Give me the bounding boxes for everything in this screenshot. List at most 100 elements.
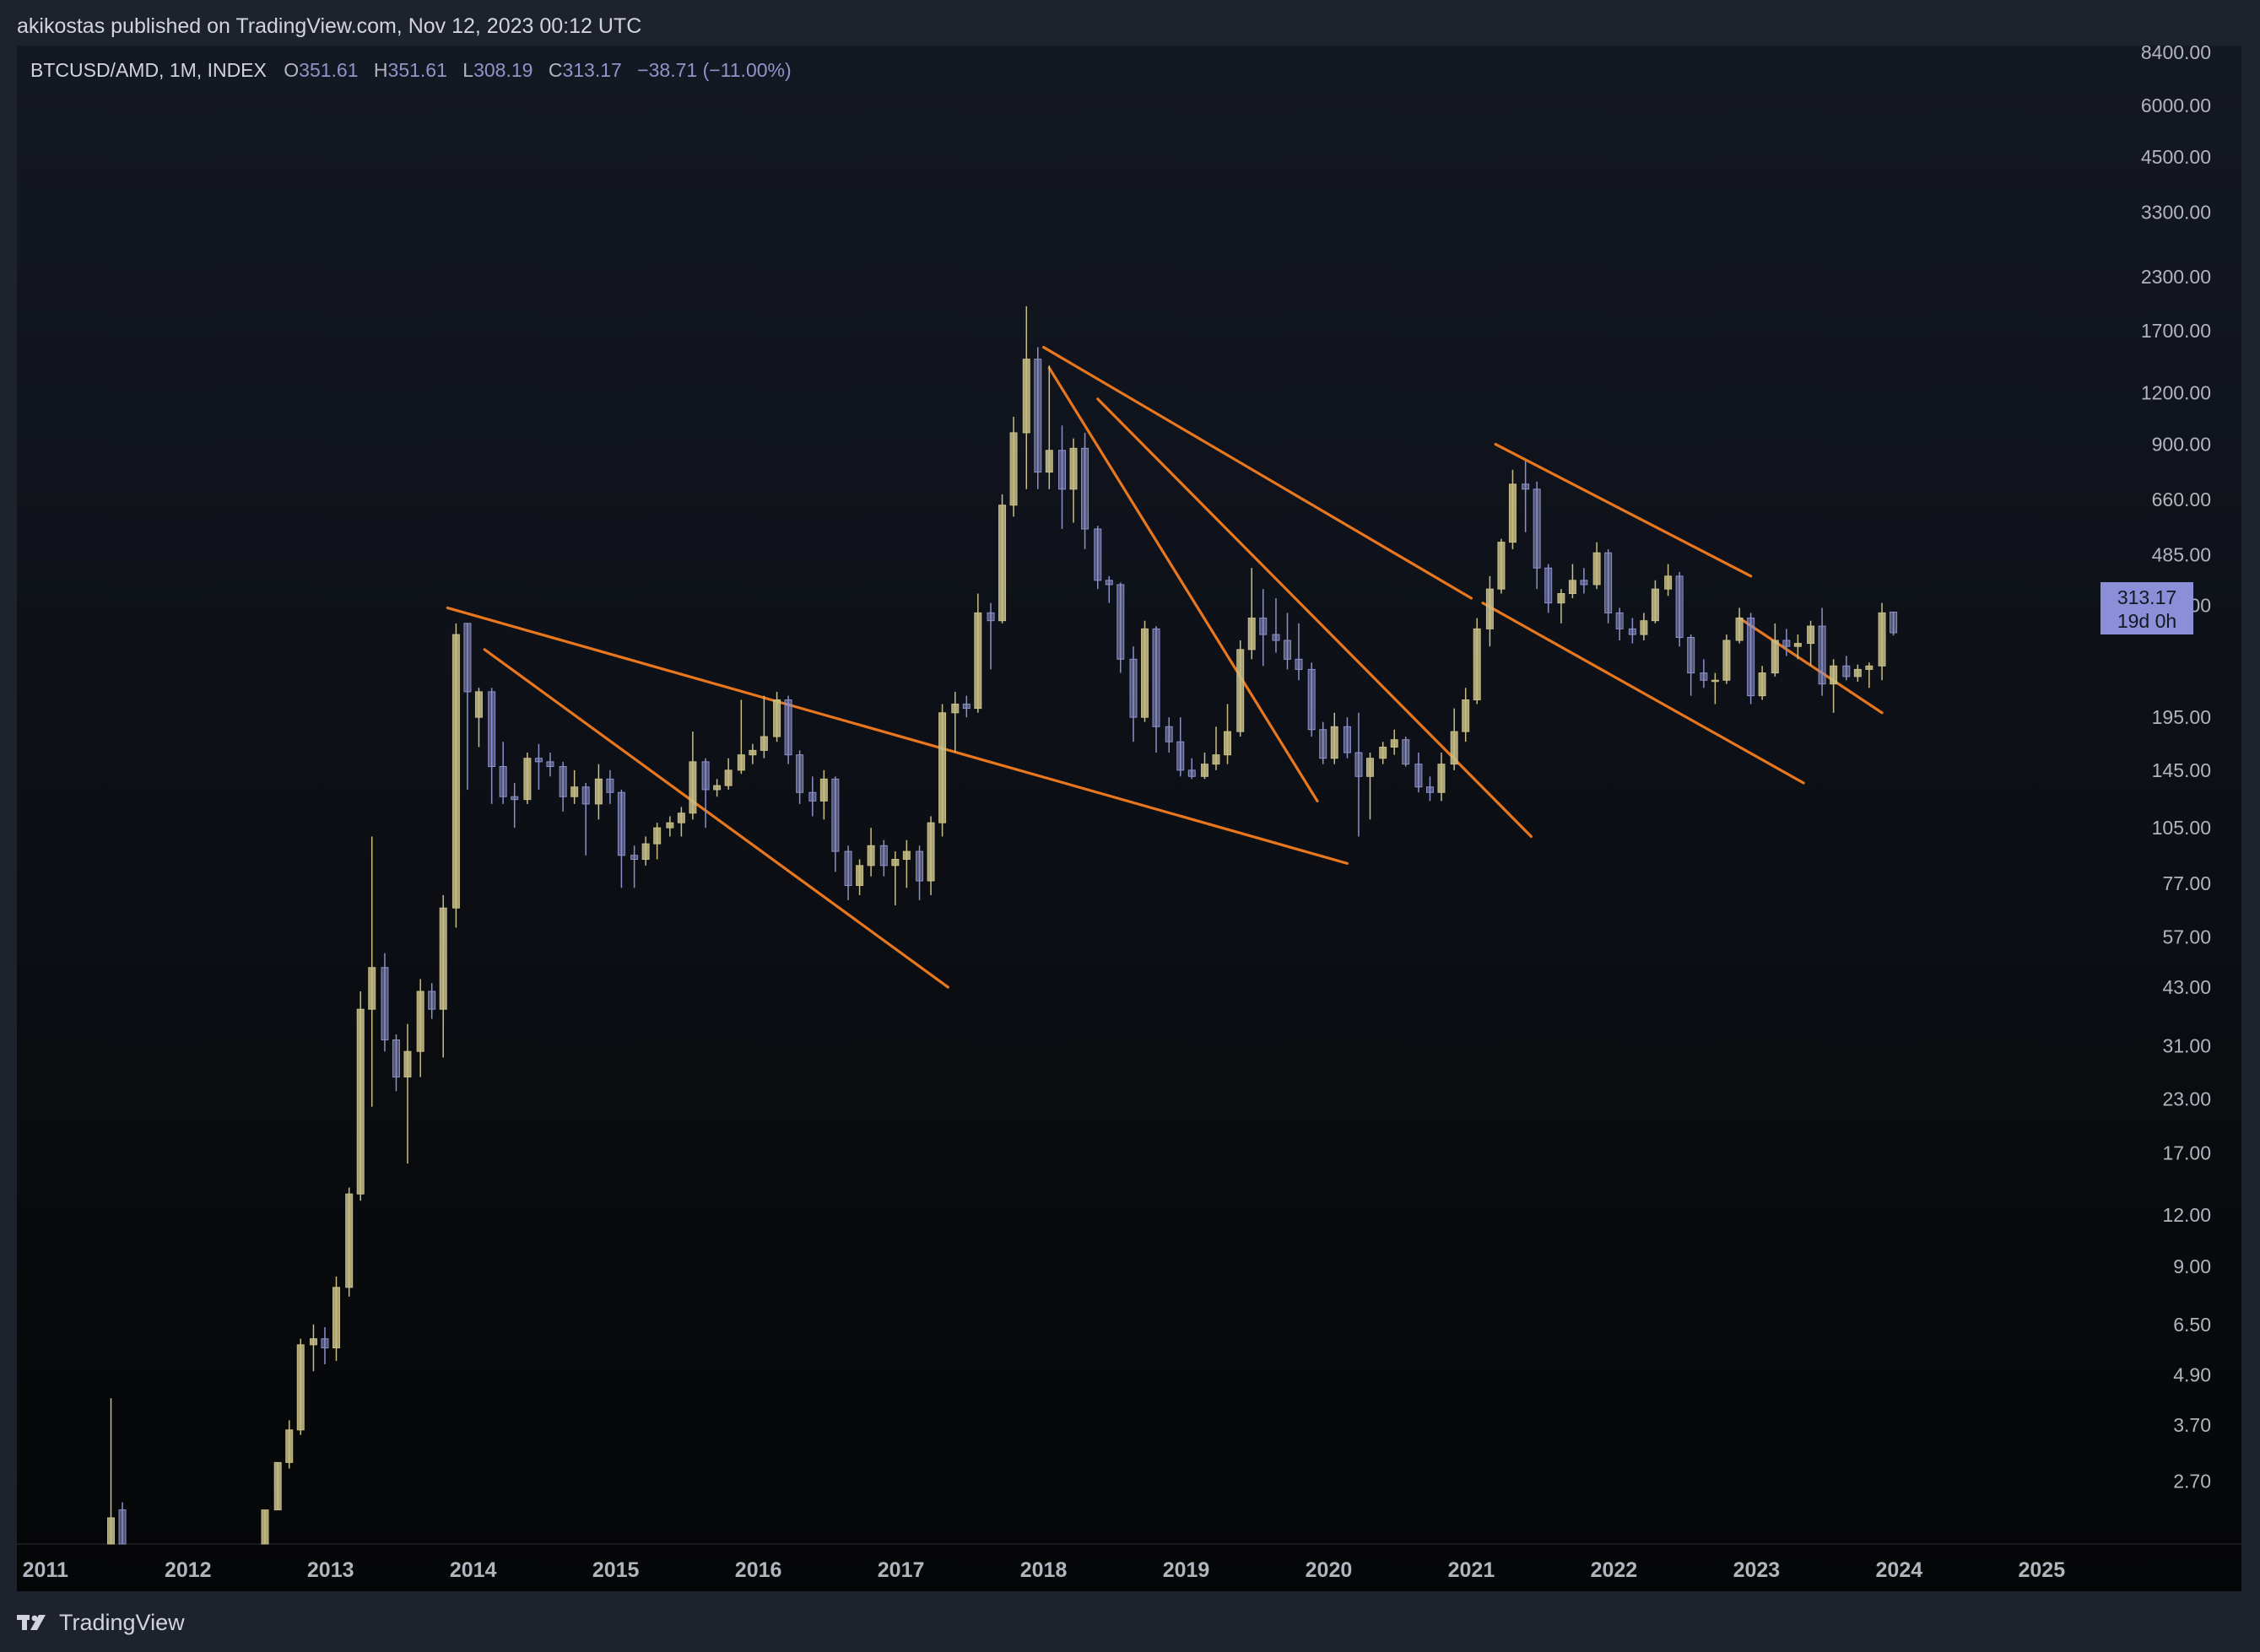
candle-body-down	[1522, 483, 1530, 490]
candle	[368, 836, 376, 1107]
candle	[844, 845, 852, 900]
candle	[1782, 629, 1791, 656]
candle-body-down	[1176, 741, 1185, 771]
candle-body-up	[1365, 758, 1374, 777]
candle-body-down	[1818, 625, 1826, 685]
candle-body-up	[1568, 580, 1576, 595]
y-tick-label: 77.00	[2162, 872, 2211, 894]
candle-body-down	[962, 703, 971, 710]
trendline[interactable]	[1047, 366, 1319, 802]
y-tick-label: 23.00	[2162, 1088, 2211, 1109]
candle	[1544, 564, 1553, 613]
x-tick-label: 2023	[1733, 1558, 1781, 1582]
candle-body-down	[1283, 640, 1291, 660]
y-tick-label: 6.50	[2173, 1314, 2211, 1336]
candle	[1152, 626, 1160, 753]
price-axis[interactable]: 8400.00 6000.00 4500.00 3300.00 2300.00 1700.…	[2141, 46, 2211, 1493]
y-tick-label: 17.00	[2162, 1142, 2211, 1163]
candle-body-up	[927, 822, 935, 882]
candle	[1045, 365, 1053, 489]
candle	[737, 699, 745, 775]
candle	[1747, 613, 1755, 705]
candle-body-down	[1533, 489, 1541, 569]
candle	[321, 1327, 329, 1364]
candle	[1830, 659, 1838, 713]
y-tick-label: 9.00	[2173, 1255, 2211, 1277]
candle	[938, 704, 947, 837]
candle-body-down	[1105, 580, 1113, 586]
candle-body-up	[891, 859, 900, 866]
candle	[570, 769, 579, 804]
x-tick-label: 2015	[592, 1558, 640, 1582]
candle	[831, 776, 840, 872]
candle-body-down	[1187, 769, 1196, 777]
candlestick-chart[interactable]: 8400.00 6000.00 4500.00 3300.00 2300.00 1700.…	[17, 46, 2241, 1591]
trendline[interactable]	[483, 648, 949, 989]
candle	[345, 1187, 354, 1297]
candle-body-down	[1615, 612, 1624, 629]
candle-body-up	[641, 843, 650, 861]
candle	[1735, 607, 1744, 644]
candle	[1034, 347, 1042, 489]
candle-body-up	[1508, 483, 1517, 543]
trendline[interactable]	[1096, 397, 1533, 839]
candle-body-up	[1865, 665, 1873, 670]
candle	[1508, 469, 1517, 549]
candle	[987, 602, 995, 670]
candle	[819, 769, 828, 820]
candle-body-down	[1675, 575, 1684, 639]
time-axis[interactable]: 2011 2012 2013 2014 2015 2016 2017 2018 2019 2020…	[23, 1558, 2066, 1582]
symbol-name[interactable]: BTCUSD/AMD, 1M, INDEX	[30, 59, 267, 81]
candle	[1533, 481, 1541, 590]
candle-body-down	[1343, 726, 1351, 753]
trendline[interactable]	[1041, 345, 1473, 600]
y-tick-label: 1700.00	[2141, 320, 2211, 342]
candle-body-down	[118, 1509, 127, 1545]
candle-body-up	[867, 845, 875, 866]
candle-body-up	[1236, 649, 1245, 732]
y-tick-label: 195.00	[2152, 706, 2211, 728]
trendline[interactable]	[1481, 602, 1805, 785]
candle-body-down	[392, 1039, 400, 1077]
candle-body-up	[1200, 764, 1208, 777]
trendline[interactable]	[1494, 442, 1753, 578]
candle-body-up	[285, 1429, 294, 1463]
candle	[951, 691, 960, 753]
candle-body-up	[819, 778, 828, 802]
candle-body-up	[570, 786, 579, 797]
candle-body-up	[1771, 640, 1779, 674]
chart-area[interactable]: 8400.00 6000.00 4500.00 3300.00 2300.00 1700.…	[17, 46, 2241, 1591]
y-tick-label: 3300.00	[2141, 202, 2211, 224]
candle-body-down	[463, 623, 472, 693]
candle-body-up	[1212, 754, 1220, 765]
candle	[1664, 564, 1673, 597]
candle-body-up	[1045, 450, 1053, 473]
candle	[451, 623, 460, 928]
candle	[998, 494, 1007, 624]
candle	[594, 764, 603, 820]
candle	[523, 753, 532, 804]
candle	[1069, 438, 1078, 523]
candle	[559, 761, 567, 812]
candle	[1009, 416, 1018, 517]
candle-body-up	[107, 1517, 116, 1545]
candle	[856, 859, 864, 895]
candle	[499, 742, 507, 804]
y-tick-label: 6000.00	[2141, 94, 2211, 116]
candle-body-up	[273, 1461, 282, 1511]
candle	[356, 991, 365, 1201]
candle-body-up	[1807, 625, 1815, 645]
candle-body-up	[1390, 739, 1398, 748]
candle	[1878, 602, 1886, 681]
open-key: O	[284, 59, 300, 81]
candle-body-up	[356, 1008, 365, 1195]
candle	[463, 623, 472, 790]
footer-branding[interactable]: TradingView	[17, 1608, 185, 1637]
candle	[1176, 717, 1185, 777]
candle	[666, 816, 674, 837]
trendline[interactable]	[446, 606, 1349, 865]
candle	[1105, 575, 1113, 603]
candle-body-up	[416, 991, 424, 1052]
candle	[439, 894, 447, 1058]
candle-body-down	[987, 612, 995, 622]
